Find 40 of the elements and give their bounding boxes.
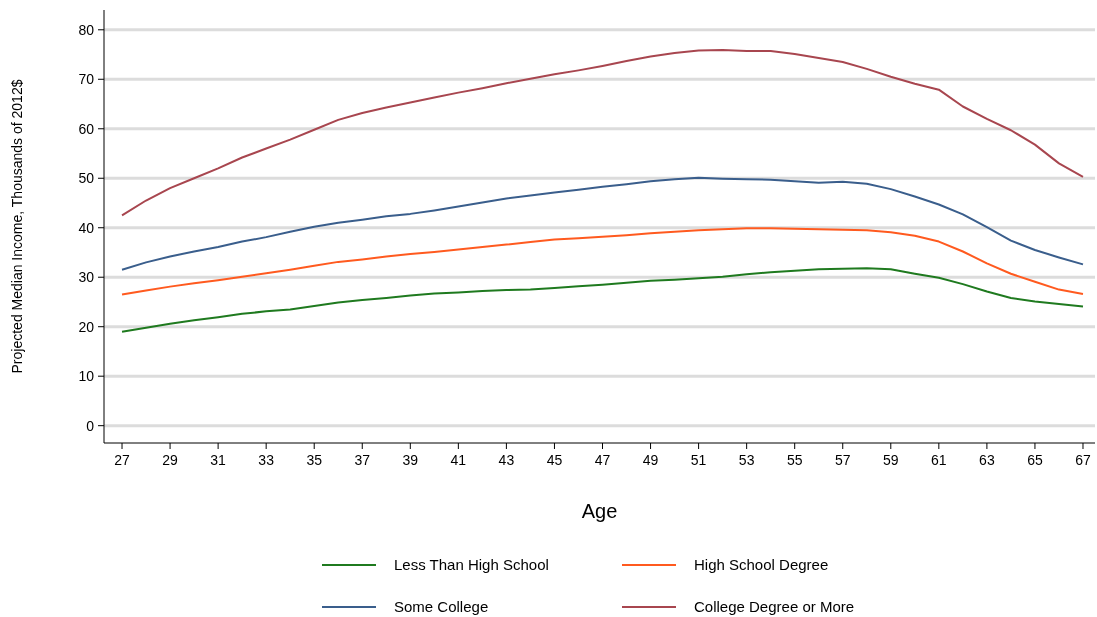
line-series xyxy=(121,267,1084,333)
y-tick-label: 80 xyxy=(78,21,95,38)
y-tick-label: 0 xyxy=(86,417,95,434)
y-axis-title: Projected Median Income, Thousands of 2012$ xyxy=(9,79,25,374)
y-tick-label: 20 xyxy=(78,318,95,335)
x-axis-title: Age xyxy=(581,500,618,522)
x-tick-label: 29 xyxy=(162,452,179,468)
x-tick-label: 43 xyxy=(498,452,515,468)
x-tick-label: 31 xyxy=(210,452,227,468)
legend-label: College Degree or More xyxy=(694,598,855,616)
x-tick-label: 35 xyxy=(306,452,323,468)
line-series xyxy=(121,176,1084,271)
x-tick-label: 65 xyxy=(1027,452,1043,468)
x-tick-label: 67 xyxy=(1075,452,1091,468)
x-tick-label: 49 xyxy=(642,452,659,468)
y-tick-label: 10 xyxy=(78,368,95,385)
x-tick-label: 53 xyxy=(738,452,755,468)
x-tick-label: 61 xyxy=(931,452,947,468)
legend-label: Less Than High School xyxy=(394,556,549,574)
y-tick-label: 40 xyxy=(78,219,95,236)
x-tick-label: 47 xyxy=(594,452,611,468)
x-tick-label: 39 xyxy=(402,452,419,468)
line-series xyxy=(121,49,1084,217)
line-series xyxy=(121,227,1084,296)
x-tick-label: 41 xyxy=(450,452,467,468)
y-tick-label: 50 xyxy=(78,170,95,187)
x-tick-label: 55 xyxy=(786,452,803,468)
y-tick-label: 60 xyxy=(78,120,95,137)
x-tick-label: 63 xyxy=(979,452,995,468)
x-tick-label: 59 xyxy=(883,452,899,468)
legend-label: High School Degree xyxy=(694,556,829,574)
y-tick-label: 70 xyxy=(78,71,95,88)
x-tick-label: 33 xyxy=(258,452,275,468)
x-tick-label: 57 xyxy=(834,452,851,468)
legend-label: Some College xyxy=(394,598,489,616)
x-tick-label: 45 xyxy=(546,452,563,468)
y-tick-label: 30 xyxy=(78,269,95,286)
x-tick-label: 37 xyxy=(354,452,371,468)
x-tick-label: 27 xyxy=(114,452,131,468)
x-tick-label: 51 xyxy=(690,452,707,468)
